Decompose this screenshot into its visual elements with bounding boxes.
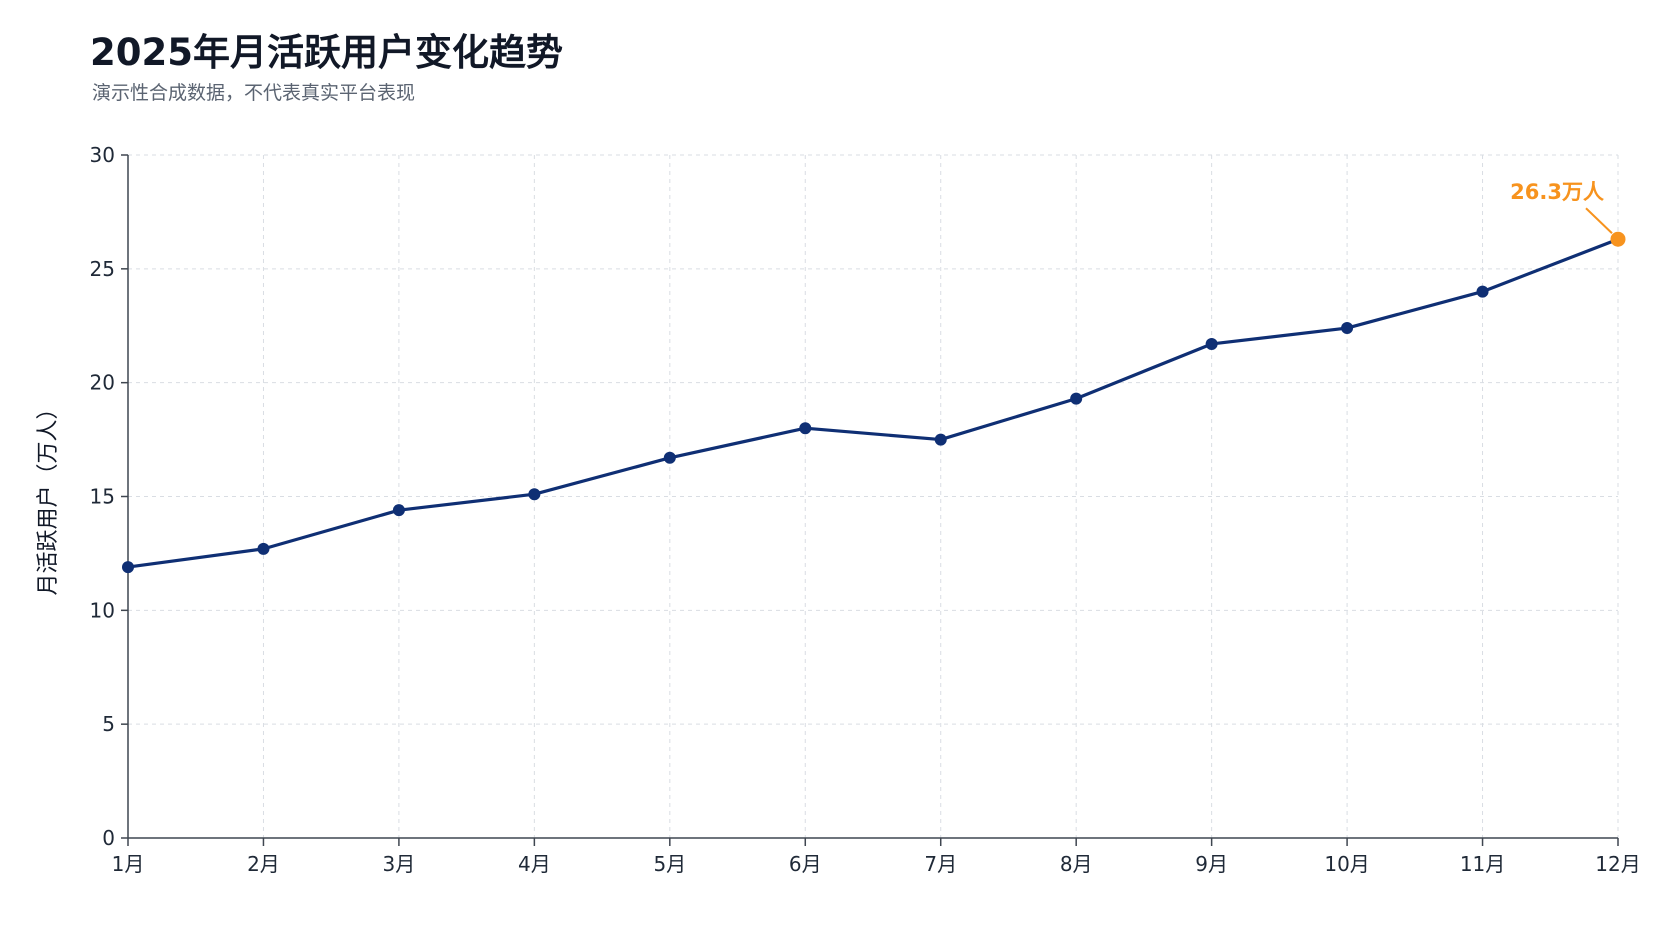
- y-axis-title: 月活跃用户（万人）: [36, 397, 61, 595]
- x-tick-label: 12月: [1595, 852, 1640, 876]
- series-layer: [122, 231, 1626, 574]
- annotation-label: 26.3万人: [1510, 180, 1604, 204]
- data-point: [257, 542, 270, 555]
- x-tick-label: 6月: [789, 852, 822, 876]
- x-tick-label: 4月: [518, 852, 551, 876]
- data-point: [934, 433, 947, 446]
- data-point: [799, 422, 812, 435]
- data-point: [663, 451, 676, 464]
- y-tick-label: 20: [90, 371, 115, 395]
- data-point: [122, 561, 134, 574]
- y-tick-label: 10: [90, 598, 115, 622]
- data-point: [1205, 337, 1218, 350]
- y-tick-label: 25: [90, 257, 115, 281]
- x-tick-label: 2月: [247, 852, 280, 876]
- x-tick-label: 1月: [112, 852, 145, 876]
- series-line: [126, 237, 1620, 569]
- axis-layer: 0 5 10 15 20 25 30 1月 2月 3月 4月 5月 6月 7月 8月 9月 10月 11月 12月 月…: [36, 143, 1641, 876]
- y-tick-label: 30: [90, 143, 115, 167]
- x-tick-label: 10月: [1324, 852, 1369, 876]
- data-point: [392, 504, 405, 517]
- highlight-point: [1610, 231, 1626, 247]
- data-point: [1070, 392, 1083, 405]
- x-tick-label: 9月: [1195, 852, 1228, 876]
- x-tick-label: 8月: [1060, 852, 1093, 876]
- chart-subtitle: 演示性合成数据，不代表真实平台表现: [92, 82, 416, 104]
- x-tick-label: 3月: [383, 852, 416, 876]
- x-tick-label: 11月: [1460, 852, 1505, 876]
- annotation-layer: 26.3万人: [1510, 180, 1613, 234]
- data-point: [1476, 285, 1489, 298]
- x-tick-label: 7月: [924, 852, 957, 876]
- data-point: [528, 488, 541, 501]
- y-tick-label: 0: [102, 826, 115, 850]
- grid-layer: [128, 154, 1619, 838]
- chart-title: 2025年月活跃用户变化趋势: [90, 31, 563, 74]
- x-tick-label: 5月: [653, 852, 686, 876]
- y-tick-label: 5: [102, 712, 115, 736]
- annotation-leader-line: [1585, 207, 1613, 234]
- y-tick-label: 15: [90, 485, 115, 509]
- data-point: [1341, 322, 1354, 335]
